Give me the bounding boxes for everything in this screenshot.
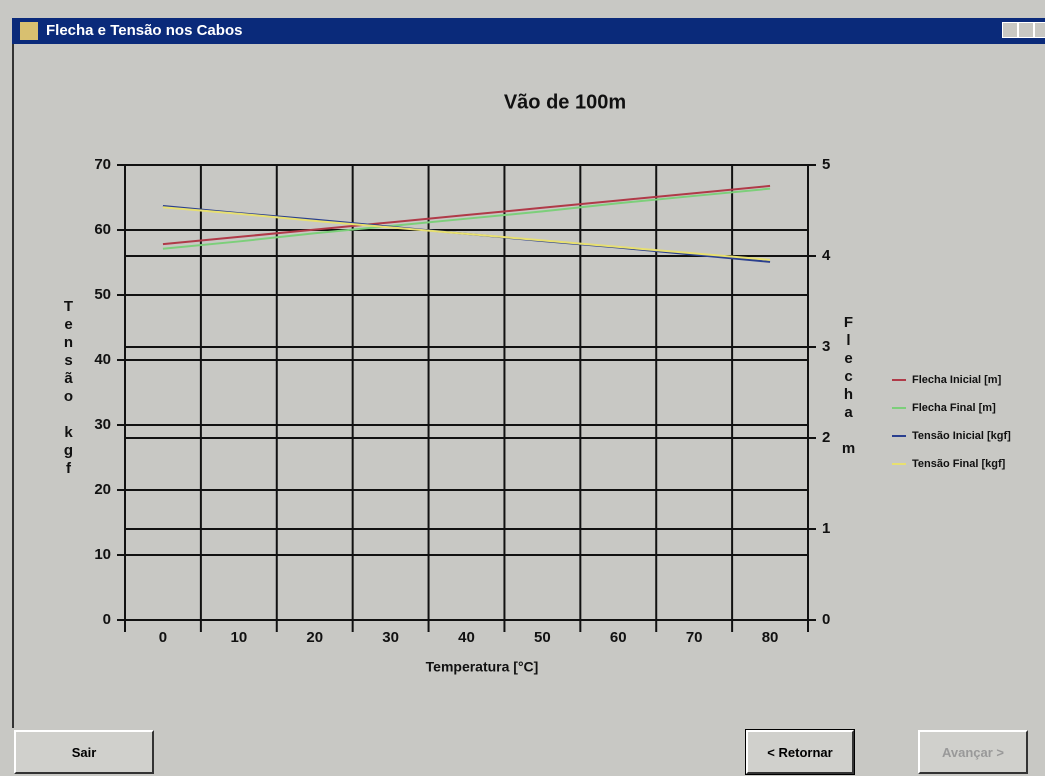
legend-label: Flecha Inicial [m] [912,374,1002,386]
y2-tick-label: 2 [822,429,830,446]
y-tick-label: 60 [94,221,111,238]
x-tick-label: 80 [762,629,779,646]
y-tick-label: 20 [94,481,111,498]
y2-tick-label: 3 [822,338,830,355]
y2-tick-label: 1 [822,520,830,537]
legend-label: Tensão Inicial [kgf] [912,430,1011,442]
y-tick-label: 40 [94,351,111,368]
y2-tick-label: 4 [822,247,831,264]
x-tick-label: 40 [458,629,475,646]
x-axis-label: Temperatura [°C] [426,659,539,675]
y-tick-label: 50 [94,286,111,303]
legend-label: Flecha Final [m] [912,402,996,414]
y-tick-label: 30 [94,416,111,433]
y-axis-label: Tensão kgf [60,298,77,498]
x-tick-label: 20 [306,629,323,646]
y2-tick-label: 0 [822,611,830,628]
chart: Vão de 100m Temperatura [°C] 01020304050… [0,0,1045,730]
back-button[interactable]: < Retornar [746,730,854,774]
window: Flecha e Tensão nos Cabos Vão de 100m Te… [0,0,1045,776]
series-line [163,189,770,249]
legend-label: Tensão Final [kgf] [912,458,1006,470]
x-tick-label: 10 [230,629,247,646]
x-tick-label: 50 [534,629,551,646]
x-tick-label: 0 [159,629,167,646]
x-tick-label: 60 [610,629,627,646]
y-tick-label: 0 [103,611,111,628]
chart-title: Vão de 100m [504,91,626,113]
x-tick-label: 70 [686,629,703,646]
y-tick-label: 10 [94,546,111,563]
y-tick-label: 70 [94,156,111,173]
x-tick-label: 30 [382,629,399,646]
y2-axis-label: Flecha m [840,314,857,484]
next-button[interactable]: Avançar > [918,730,1028,774]
exit-button[interactable]: Sair [14,730,154,774]
y2-tick-label: 5 [822,156,830,173]
